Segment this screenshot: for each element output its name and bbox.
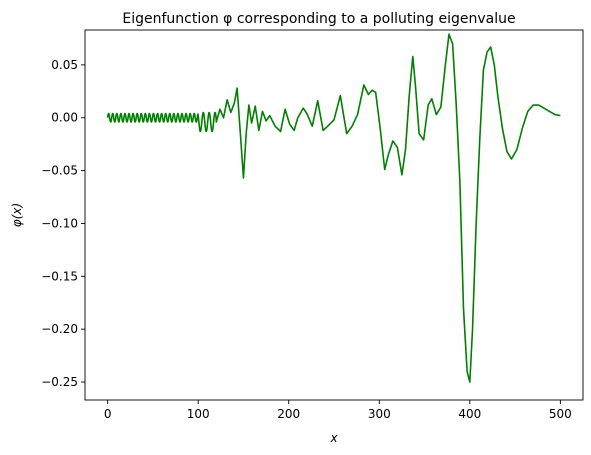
y-tick-label: 0.00	[51, 111, 78, 125]
x-tick-label: 200	[277, 407, 300, 421]
x-tick-label: 300	[368, 407, 391, 421]
y-tick-label: −0.20	[41, 322, 78, 336]
plot-area	[84, 29, 584, 401]
x-axis: 0 100 200 300 400 500	[104, 400, 572, 421]
y-tick-label: 0.05	[51, 58, 78, 72]
x-tick-label: 0	[104, 407, 112, 421]
x-tick-label: 100	[187, 407, 210, 421]
series-line	[106, 33, 561, 383]
x-tick-label: 500	[549, 407, 572, 421]
plot-frame	[84, 29, 584, 401]
x-tick-label: 400	[458, 407, 481, 421]
x-axis-label: x	[329, 431, 338, 445]
y-tick-label: −0.25	[41, 375, 78, 389]
chart-title: Eigenfunction φ corresponding to a pollu…	[122, 11, 515, 27]
y-tick-label: −0.15	[41, 269, 78, 283]
plot-background	[85, 30, 583, 400]
y-tick-label: −0.10	[41, 216, 78, 230]
y-axis-label: φ(x)	[10, 203, 24, 227]
y-axis: 0.05 0.00 −0.05 −0.10 −0.15 −0.20 −0.25	[41, 58, 85, 389]
y-tick-label: −0.05	[41, 164, 78, 178]
